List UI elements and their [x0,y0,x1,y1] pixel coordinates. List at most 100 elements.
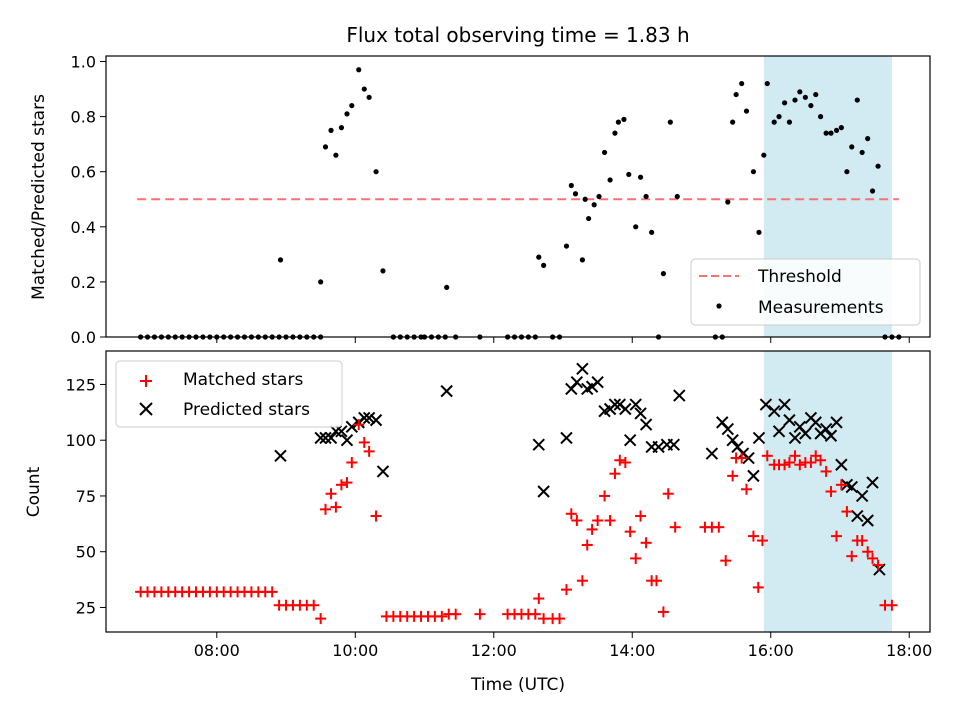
measurement-point [541,262,547,268]
predicted-stars-point [608,398,622,411]
predicted-stars-point [537,485,550,498]
measurement-point [725,199,731,205]
measurement-point [875,163,881,169]
matched-stars-point [669,521,681,533]
legend-measurements-marker [716,303,722,309]
legend-predicted-label: Predicted stars [183,400,310,420]
bottom-plot-frame [105,350,931,633]
matched-stars-point [308,599,320,611]
predicted-stars-point [358,411,371,425]
measurement-point [802,94,808,100]
predicted-stars-point [274,449,287,463]
figure-title: Flux total observing time = 1.83 h [346,23,689,47]
x-tick-label: 08:00 [194,641,240,660]
measurement-point [674,193,680,200]
predicted-stars-point [861,514,874,527]
matched-stars-point [586,523,598,535]
matched-stars-point [872,559,884,571]
matched-stars-point [831,530,843,542]
measurement-point [322,144,329,150]
predicted-stars-point [851,509,864,523]
matched-stars-point [609,468,621,480]
predicted-stars-point [759,398,773,411]
measurement-point [869,188,876,194]
predicted-stars-point [819,422,833,436]
measurement-point [808,102,814,109]
measurement-point [660,271,667,277]
y-tick-label: 0.8 [71,108,96,127]
matched-stars-point [450,608,462,620]
measurement-point [356,67,362,73]
x-tick-label: 10:00 [332,641,378,660]
matched-stars-point [474,608,486,620]
measurement-point [865,136,871,142]
predicted-stars-point [345,420,359,434]
measurement-point [730,119,736,125]
measurement-point [361,86,367,92]
matched-stars-point [886,599,898,611]
measurement-point [536,254,542,260]
top-plot-frame [105,55,931,338]
y-tick-label: 0.6 [71,163,96,182]
bottom-x-axis: 08:00 10:00 12:00 14:00 16:00 18:00 [194,632,932,660]
measurement-point [338,125,345,131]
measurement-point [838,125,844,131]
measurement-point [797,89,803,95]
measurement-point [649,229,655,235]
predicted-stars-point [788,431,802,445]
matched-stars-point [657,606,669,618]
matched-stars-point [614,454,626,466]
matched-stars-point [266,586,278,598]
matched-stars-point [835,479,847,491]
measurement-point [621,116,627,122]
matched-stars-point [363,445,375,457]
predicted-stars-point [845,480,858,494]
matched-stars-point [330,501,342,513]
predicted-stars-point [629,398,642,411]
measurement-point [380,268,386,274]
matched-stars-point [604,514,616,526]
predicted-stars-point [369,413,383,427]
legend-matched-label: Matched stars [183,370,303,390]
predicted-stars-point [639,418,653,431]
matched-stars-point [650,575,662,587]
y-tick-label: 125 [65,375,96,394]
measurement-point [373,169,379,175]
measurement-point [643,193,649,200]
matched-stars-point [320,503,332,515]
matched-stars-point [635,510,647,522]
matched-stars-point [640,537,652,549]
matched-stars-point [560,584,572,596]
bottom-legend-box [115,360,343,428]
matched-stars-point [741,483,753,495]
predicted-stars-point [570,376,584,389]
matched-stars-point [346,457,358,469]
predicted-stars-point [835,458,848,471]
matched-stars-point [565,508,577,520]
legend-measurements-label: Measurements [758,298,884,318]
predicted-stars-point [752,431,766,445]
measurement-point [817,114,824,120]
measurement-point [792,97,798,103]
measurement-point [849,144,855,150]
measurement-point [596,193,602,200]
matched-stars-point [341,477,353,489]
matched-stars-point [325,488,337,500]
measurement-point [813,91,819,98]
matched-stars-point [736,452,748,464]
x-axis-label: Time (UTC) [470,675,565,695]
matched-stars-point [624,526,636,538]
bottom-y-axis-label: Count [24,466,44,517]
predicted-stars-point [329,425,343,438]
legend-predicted-marker [139,402,153,416]
predicted-stars-point [783,413,796,427]
measurement-point [444,284,450,291]
matched-stars-point [592,514,604,526]
measurement-point [633,224,639,230]
bottom-y-axis: 25 50 75 100 125 [65,375,106,617]
bottom-legend: Matched stars Predicted stars [115,360,343,428]
measurement-point [615,119,622,125]
predicted-stars-point [324,431,338,445]
matched-stars-point [315,613,327,625]
measurement-point [828,130,834,136]
